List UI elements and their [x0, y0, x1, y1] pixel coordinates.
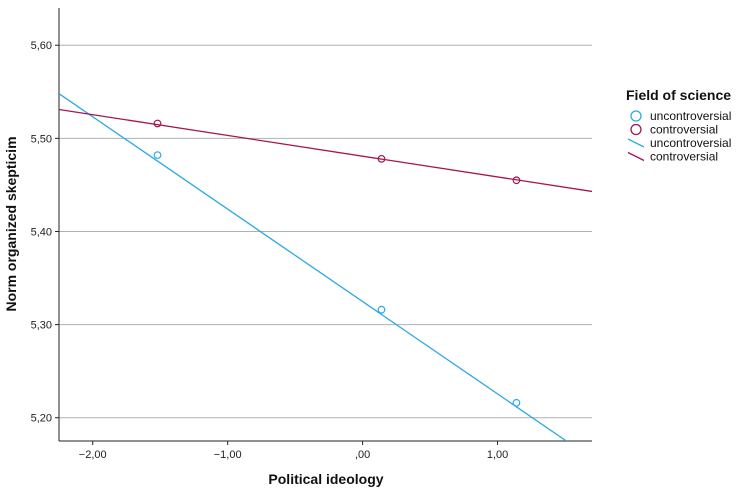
fit-line-controversial — [59, 108, 592, 193]
x-tick-label: ,00 — [355, 449, 370, 461]
data-point-uncontroversial — [377, 305, 386, 314]
legend-title: Field of science — [626, 87, 731, 103]
y-axis-title: Norm organized skepticim — [3, 136, 19, 311]
legend: Field of science uncontroversialcontrove… — [626, 87, 731, 164]
x-tick-label: 1,00 — [487, 449, 508, 461]
x-tick-labels: −2,00 −1,00 ,00 1,00 — [79, 449, 508, 461]
legend-label: controversial — [650, 123, 718, 137]
legend-label: controversial — [650, 150, 718, 164]
y-tick-label: 5,50 — [31, 133, 52, 145]
plot-area — [59, 93, 592, 441]
data-point-controversial — [377, 154, 386, 163]
grid-lines — [59, 44, 592, 419]
axes — [55, 8, 592, 445]
y-tick-label: 5,30 — [31, 320, 52, 332]
data-point-uncontroversial — [153, 151, 162, 160]
legend-line — [627, 138, 645, 148]
data-point-uncontroversial — [512, 398, 521, 407]
legend-label: uncontroversial — [650, 109, 731, 123]
x-tick-label: −1,00 — [214, 449, 242, 461]
legend-line — [627, 151, 645, 162]
data-point-controversial — [512, 176, 521, 185]
legend-marker — [630, 110, 642, 122]
y-tick-label: 5,60 — [31, 40, 52, 52]
legend-label: uncontroversial — [650, 136, 731, 150]
y-tick-label: 5,40 — [31, 226, 52, 238]
x-tick-label: −2,00 — [79, 449, 107, 461]
y-tick-label: 5,20 — [31, 413, 52, 425]
y-tick-labels: 5,20 5,30 5,40 5,50 5,60 — [31, 40, 52, 424]
legend-marker — [630, 123, 642, 136]
fit-line-uncontroversial — [59, 93, 567, 441]
data-point-controversial — [153, 119, 162, 128]
x-axis-title: Political ideology — [268, 471, 383, 487]
